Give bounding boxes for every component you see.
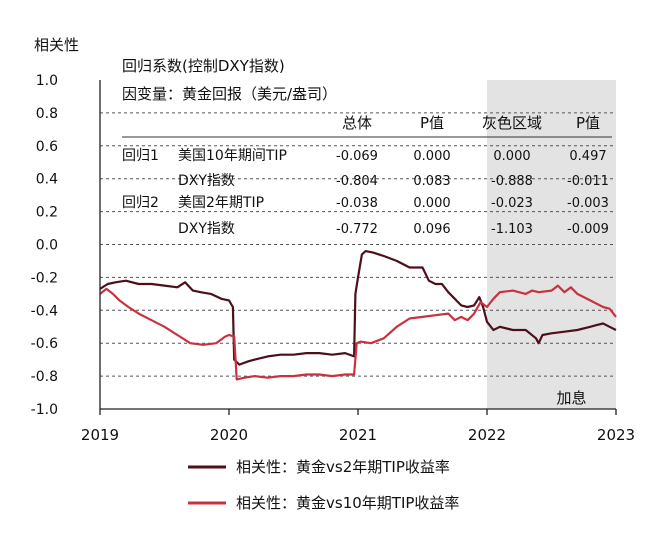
table-cell: -1.103 xyxy=(491,222,533,237)
grid-lines xyxy=(100,112,616,377)
table-cell: 0.497 xyxy=(569,149,606,164)
table-row: DXY指数 -0.772 0.096 -1.103 -0.009 xyxy=(178,221,609,237)
table-header-row: 总体 P值 灰色区域 P值 xyxy=(342,114,600,132)
table-header-cell: 总体 xyxy=(342,114,372,132)
table-row: DXY指数 -0.804 0.083 -0.888 -0.011 xyxy=(178,173,609,189)
series-line-2 xyxy=(99,284,617,381)
y-tick-label: 0.6 xyxy=(36,139,58,155)
table-title: 回归系数(控制DXY指数) xyxy=(122,57,285,75)
y-axis-label: 相关性 xyxy=(34,36,79,54)
y-tick-label: 0.4 xyxy=(36,172,58,188)
y-axis-tick-labels: 1.0 0.8 0.6 0.4 0.2 0.0 -0.2 -0.4 -0.6 -0.8 -1.0 xyxy=(31,73,58,418)
table-row-group: 回归2 xyxy=(122,194,159,211)
legend-item: 相关性：黄金vs2年期TIP收益率 xyxy=(188,458,450,476)
table-row-group: 回归1 xyxy=(122,147,159,164)
table-subtitle: 因变量：黄金回报（美元/盎司） xyxy=(122,85,337,103)
table-cell: -0.069 xyxy=(336,149,378,164)
table-cell: -0.888 xyxy=(491,174,533,189)
x-axis-ticks: 2019 2020 2021 2022 2023 xyxy=(81,409,635,444)
table-cell: 0.000 xyxy=(413,196,450,211)
table-cell: -0.023 xyxy=(491,196,533,211)
y-tick-label: -0.8 xyxy=(31,369,58,385)
table-cell: -0.804 xyxy=(336,174,378,189)
y-tick-label: 0.8 xyxy=(36,106,58,122)
table-body: 回归1 美国10年期间TIP -0.069 0.000 0.000 0.497 DXY指数 -… xyxy=(122,147,609,237)
y-tick-label: -0.2 xyxy=(31,270,58,286)
series-line-1 xyxy=(99,250,617,366)
x-tick-label: 2022 xyxy=(468,426,506,444)
table-cell: -0.003 xyxy=(567,196,609,211)
y-tick-label: -0.4 xyxy=(31,303,58,319)
table-row-label: DXY指数 xyxy=(178,221,235,237)
table-header-cell: P值 xyxy=(576,114,600,132)
legend-label: 相关性：黄金vs10年期TIP收益率 xyxy=(236,494,459,512)
table-row-label: DXY指数 xyxy=(178,173,235,189)
table-row: 回归2 美国2年期TIP -0.038 0.000 -0.023 -0.003 xyxy=(122,194,609,211)
table-row-label: 美国2年期TIP xyxy=(178,195,264,211)
table-cell: 0.096 xyxy=(413,222,450,237)
legend-item: 相关性：黄金vs10年期TIP收益率 xyxy=(188,494,459,512)
y-tick-label: 1.0 xyxy=(36,73,58,89)
y-tick-label: 0.2 xyxy=(36,205,58,221)
table-row: 回归1 美国10年期间TIP -0.069 0.000 0.000 0.497 xyxy=(122,147,607,164)
legend-label: 相关性：黄金vs2年期TIP收益率 xyxy=(236,458,450,476)
table-cell: -0.038 xyxy=(336,196,378,211)
y-tick-label: -0.6 xyxy=(31,336,58,352)
table-cell: 0.083 xyxy=(413,174,450,189)
table-header-cell: P值 xyxy=(420,114,444,132)
series-lines xyxy=(99,250,617,381)
x-tick-label: 2021 xyxy=(339,426,377,444)
table-header-cell: 灰色区域 xyxy=(482,114,542,132)
table-cell: -0.772 xyxy=(336,222,378,237)
y-tick-label: 0.0 xyxy=(36,238,58,254)
x-tick-label: 2020 xyxy=(210,426,248,444)
table-cell: 0.000 xyxy=(413,149,450,164)
shaded-region-label: 加息 xyxy=(556,389,586,407)
x-tick-label: 2023 xyxy=(597,426,635,444)
table-cell: 0.000 xyxy=(493,149,530,164)
table-cell: -0.009 xyxy=(567,222,609,237)
table-row-label: 美国10年期间TIP xyxy=(178,148,287,164)
x-tick-label: 2019 xyxy=(81,426,119,444)
y-tick-label: -1.0 xyxy=(31,402,58,418)
table-cell: -0.011 xyxy=(567,174,609,189)
regression-table: 回归系数(控制DXY指数) 因变量：黄金回报（美元/盎司） 总体 P值 灰色区域 P值… xyxy=(122,57,612,237)
